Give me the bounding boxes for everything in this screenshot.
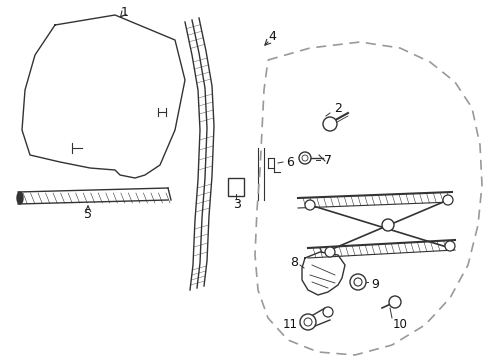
Circle shape bbox=[381, 219, 393, 231]
Text: 1: 1 bbox=[121, 5, 129, 18]
Text: 7: 7 bbox=[324, 153, 331, 166]
Circle shape bbox=[325, 247, 334, 257]
Text: 9: 9 bbox=[370, 279, 378, 292]
Text: 6: 6 bbox=[285, 156, 293, 168]
Circle shape bbox=[442, 195, 452, 205]
Text: 4: 4 bbox=[267, 30, 275, 42]
Text: 3: 3 bbox=[233, 198, 241, 211]
Circle shape bbox=[353, 278, 361, 286]
Ellipse shape bbox=[17, 192, 23, 204]
Circle shape bbox=[304, 318, 311, 326]
Circle shape bbox=[388, 296, 400, 308]
Text: 10: 10 bbox=[392, 319, 407, 332]
Circle shape bbox=[444, 241, 454, 251]
Circle shape bbox=[349, 274, 365, 290]
Circle shape bbox=[323, 117, 336, 131]
FancyBboxPatch shape bbox=[227, 178, 244, 196]
Circle shape bbox=[323, 307, 332, 317]
Circle shape bbox=[302, 155, 307, 161]
Circle shape bbox=[299, 314, 315, 330]
Text: 11: 11 bbox=[282, 319, 297, 332]
Text: 5: 5 bbox=[84, 208, 92, 221]
Circle shape bbox=[298, 152, 310, 164]
Text: 2: 2 bbox=[333, 102, 341, 114]
Circle shape bbox=[305, 200, 314, 210]
Text: 8: 8 bbox=[289, 256, 297, 269]
